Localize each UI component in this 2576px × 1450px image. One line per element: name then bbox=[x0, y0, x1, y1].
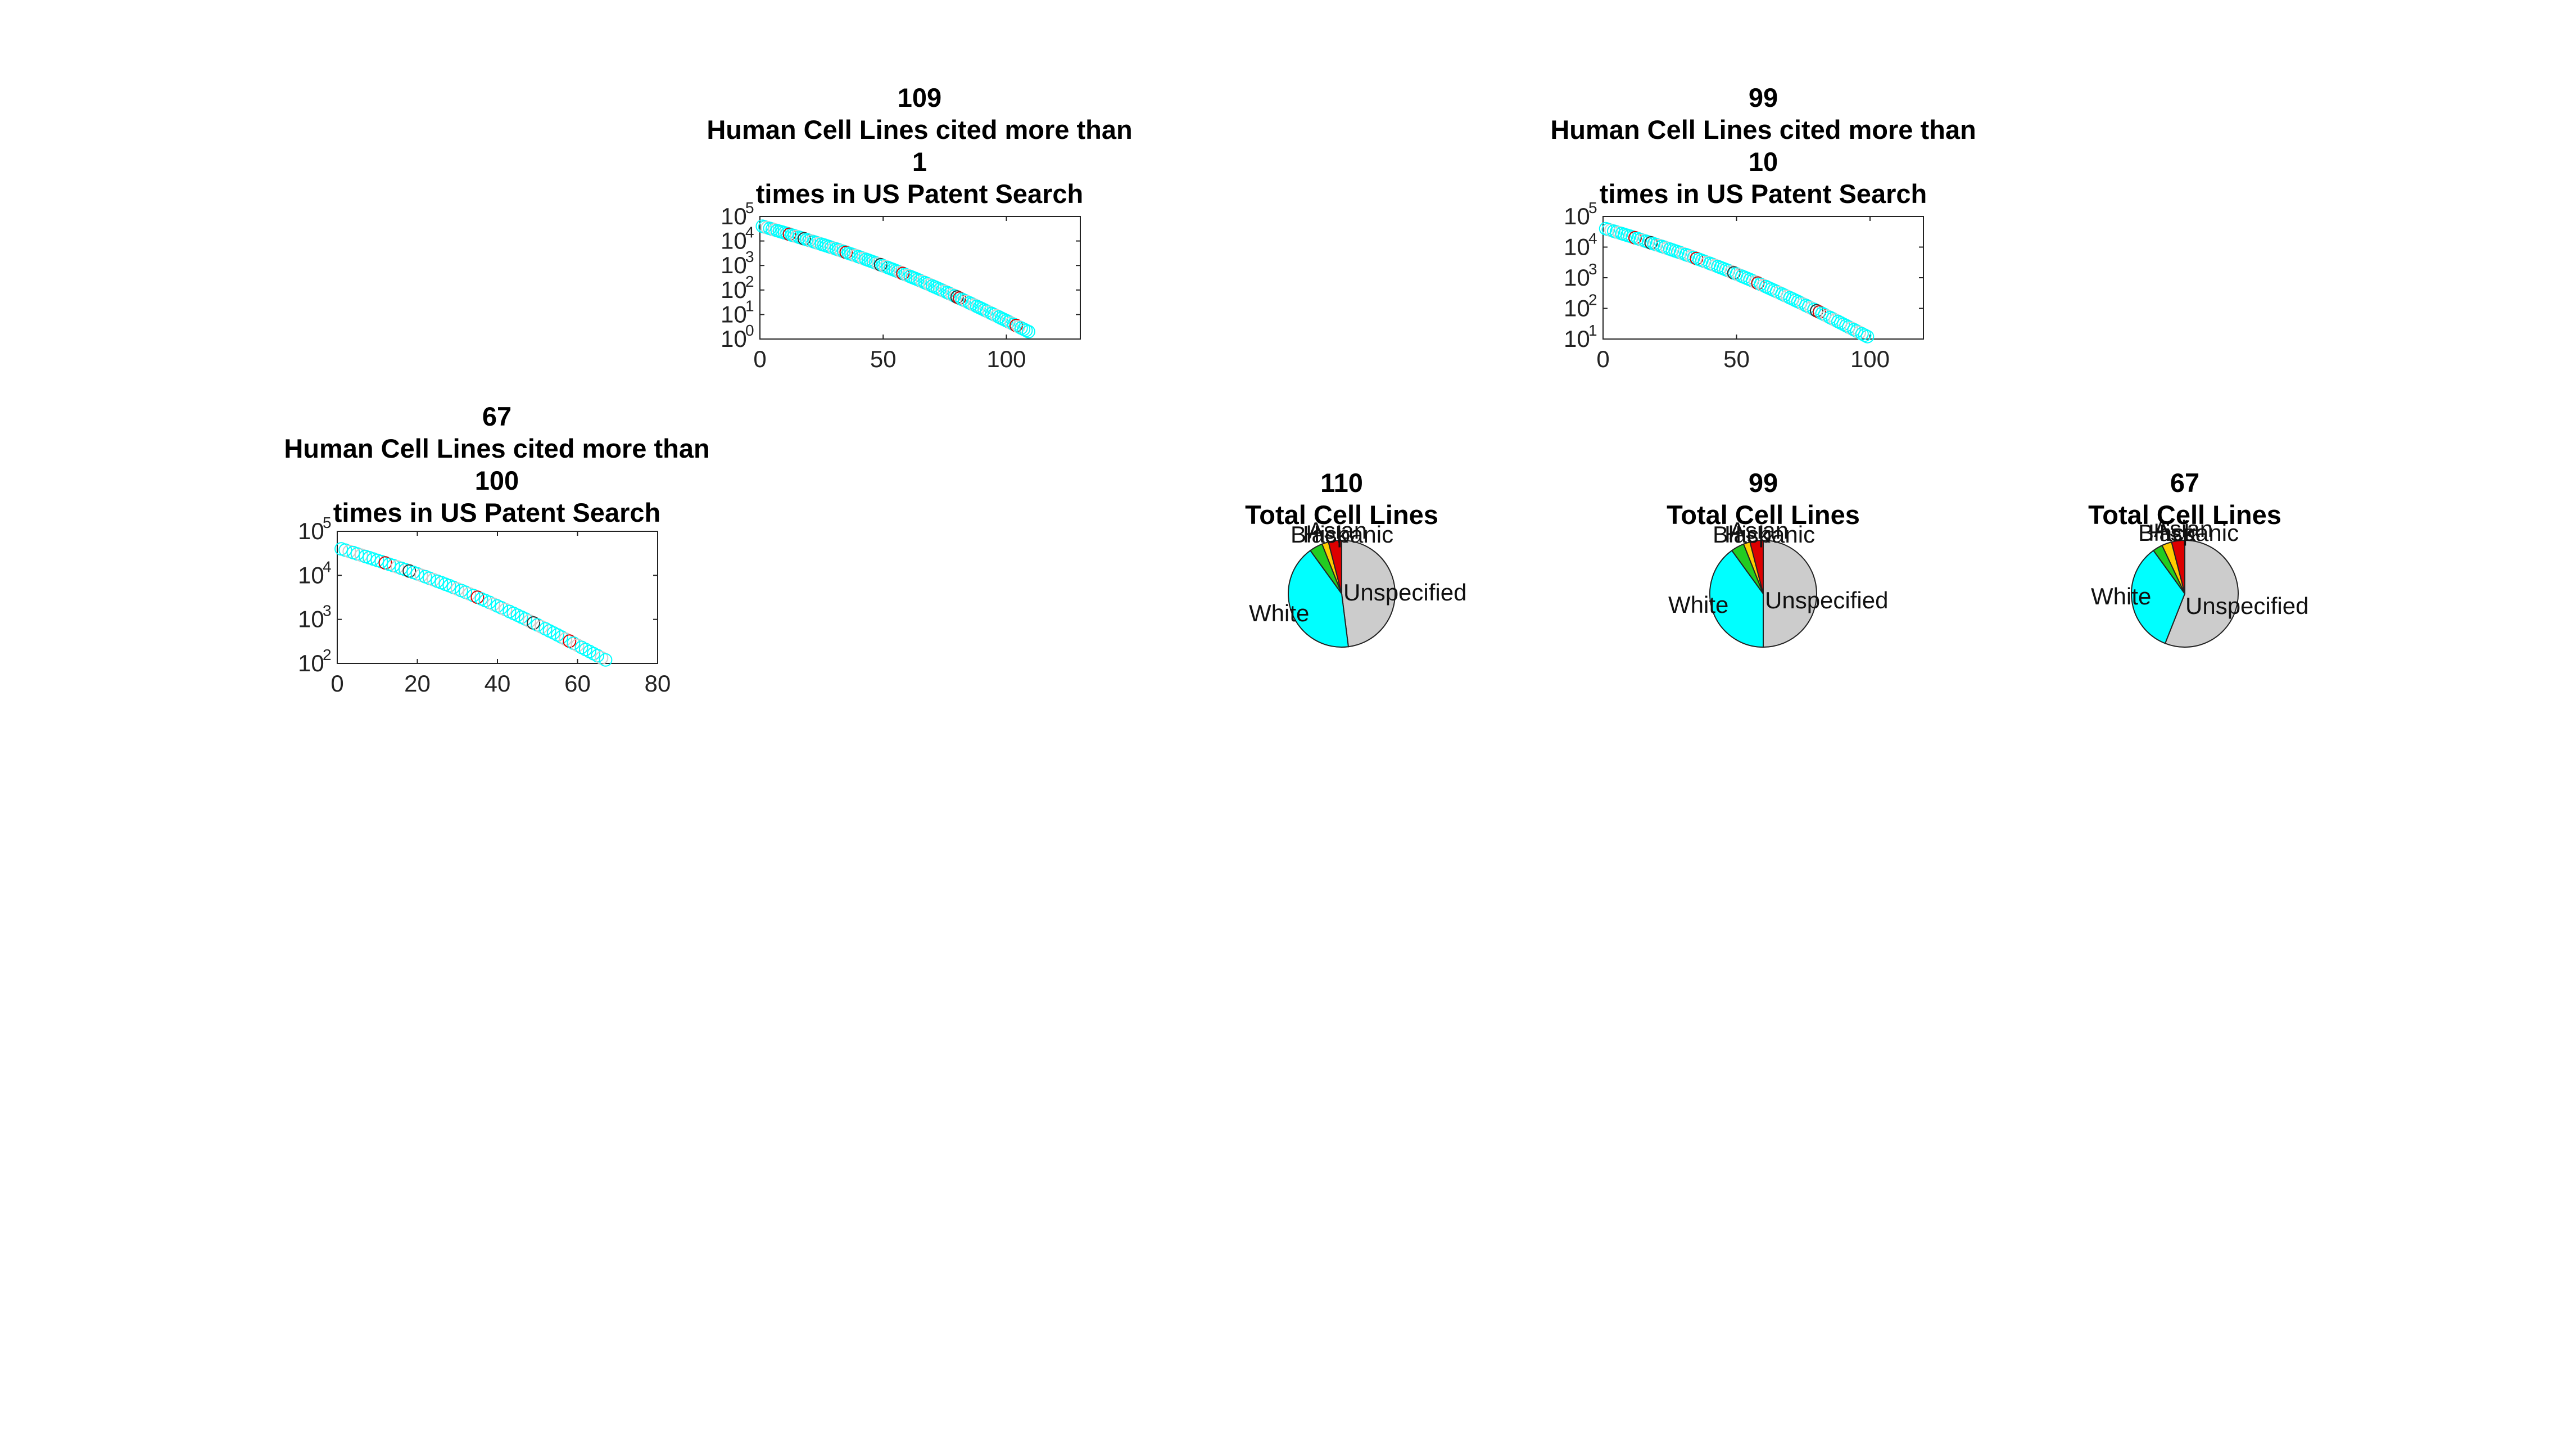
scatter_gt10-plot: 050100101102103104105 bbox=[1564, 199, 1923, 372]
scatter_gt10-ytick-exponent: 4 bbox=[1588, 230, 1597, 247]
scatter_gt10-xtick-label: 0 bbox=[1596, 346, 1609, 372]
pie_99-title-line-2: Total Cell Lines bbox=[1667, 500, 1860, 530]
scatter_gt10-title-line-3: 10 bbox=[1749, 147, 1778, 177]
pie_67-label-white: White bbox=[2091, 583, 2151, 609]
pie_67-label-unspecified: Unspecified bbox=[2185, 593, 2308, 619]
scatter_gt100-point bbox=[599, 654, 612, 666]
scatter_gt10-ytick-label: 10 bbox=[1564, 295, 1590, 322]
scatter_gt100-axes-box bbox=[337, 531, 658, 663]
scatter_gt100-ytick-exponent: 3 bbox=[323, 602, 332, 620]
scatter_gt1-title-line-4: times in US Patent Search bbox=[756, 179, 1083, 209]
scatter_gt100-ytick-exponent: 2 bbox=[323, 646, 332, 663]
scatter_gt1-ytick-label: 10 bbox=[721, 301, 747, 327]
pie_99-label-unspecified: Unspecified bbox=[1765, 587, 1888, 613]
scatter_gt100-xtick-label: 60 bbox=[564, 670, 591, 697]
scatter_gt10-ytick-label: 10 bbox=[1564, 203, 1590, 229]
scatter_gt1-xtick-label: 0 bbox=[753, 346, 766, 372]
scatter_gt1-ytick-label: 10 bbox=[721, 277, 747, 303]
scatter_gt10-ytick-exponent: 1 bbox=[1588, 322, 1597, 339]
pie_110-label-white: White bbox=[1249, 600, 1309, 626]
scatter_gt10-title-line-4: times in US Patent Search bbox=[1600, 179, 1927, 209]
scatter_gt100-title-line-2: Human Cell Lines cited more than bbox=[284, 433, 709, 463]
pie_67-title-line-2: Total Cell Lines bbox=[2088, 500, 2281, 530]
scatter_gt100-ytick-label: 10 bbox=[298, 562, 324, 588]
scatter_gt100-ytick-label: 10 bbox=[298, 518, 324, 544]
scatter_gt1-title-line-1: 109 bbox=[898, 83, 941, 112]
scatter_gt1-xtick-label: 100 bbox=[986, 346, 1026, 372]
scatter_gt10-ytick-label: 10 bbox=[1564, 234, 1590, 260]
scatter_gt100-xtick-label: 80 bbox=[645, 670, 671, 697]
scatter_gt10-ytick-label: 10 bbox=[1564, 326, 1590, 352]
scatter_gt1-title-line-3: 1 bbox=[912, 147, 927, 177]
pie_110-plot: UnspecifiedWhiteBlackHispanicAsian bbox=[1249, 517, 1466, 647]
scatter_gt10-xtick-label: 50 bbox=[1723, 346, 1750, 372]
scatter_gt10-ytick-label: 10 bbox=[1564, 264, 1590, 291]
scatter_gt10-title-line-2: Human Cell Lines cited more than bbox=[1550, 115, 1976, 144]
scatter_gt10-ytick-exponent: 5 bbox=[1588, 199, 1597, 216]
scatter_gt100-plot: 020406080102103104105 bbox=[298, 514, 671, 697]
pie_99-label-white: White bbox=[1668, 591, 1728, 618]
scatter_gt100-xtick-label: 0 bbox=[331, 670, 343, 697]
scatter_gt100-xtick-label: 20 bbox=[404, 670, 431, 697]
scatter_gt100-point bbox=[351, 548, 364, 560]
pie_110-title-line-1: 110 bbox=[1320, 468, 1363, 498]
pie_67-plot: UnspecifiedWhiteBlackHispanicAsian bbox=[2091, 516, 2308, 647]
scatter_gt1-title-line-2: Human Cell Lines cited more than bbox=[707, 115, 1132, 144]
scatter_gt10-ytick-exponent: 3 bbox=[1588, 260, 1597, 278]
scatter_gt100-title-line-3: 100 bbox=[475, 466, 519, 495]
scatter_gt1-xtick-label: 50 bbox=[870, 346, 897, 372]
scatter_gt100-ytick-label: 10 bbox=[298, 650, 324, 676]
scatter_gt1-plot: 050100100101102103104105 bbox=[721, 199, 1080, 372]
pie_99-plot: UnspecifiedWhiteBlackHispanicAsian bbox=[1668, 517, 1888, 647]
pie_110-title-line-2: Total Cell Lines bbox=[1245, 500, 1438, 530]
scatter_gt100-ytick-exponent: 5 bbox=[323, 514, 332, 531]
scatter_gt100-ytick-label: 10 bbox=[298, 606, 324, 633]
scatter_gt1-ytick-label: 10 bbox=[721, 203, 747, 229]
scatter_gt10-xtick-label: 100 bbox=[1850, 346, 1890, 372]
scatter_gt10-ytick-exponent: 2 bbox=[1588, 291, 1597, 309]
scatter_gt1-ytick-label: 10 bbox=[721, 326, 747, 352]
pie_110-label-unspecified: Unspecified bbox=[1343, 579, 1466, 606]
scatter_gt100-title-line-1: 67 bbox=[482, 401, 511, 431]
scatter_gt100-ytick-exponent: 4 bbox=[323, 558, 332, 575]
scatter_gt1-ytick-label: 10 bbox=[721, 252, 747, 278]
scatter_gt10-axes-box bbox=[1603, 216, 1923, 339]
scatter_gt100-point bbox=[343, 545, 355, 558]
scatter_gt100-title-line-4: times in US Patent Search bbox=[333, 498, 660, 527]
scatter_gt100-xtick-label: 40 bbox=[485, 670, 511, 697]
scatter_gt1-ytick-label: 10 bbox=[721, 228, 747, 254]
pie_67-title-line-1: 67 bbox=[2170, 468, 2199, 498]
pie_99-title-line-1: 99 bbox=[1749, 468, 1778, 498]
scatter_gt1-ytick-exponent: 5 bbox=[745, 199, 754, 216]
scatter_gt10-title-line-1: 99 bbox=[1749, 83, 1778, 112]
